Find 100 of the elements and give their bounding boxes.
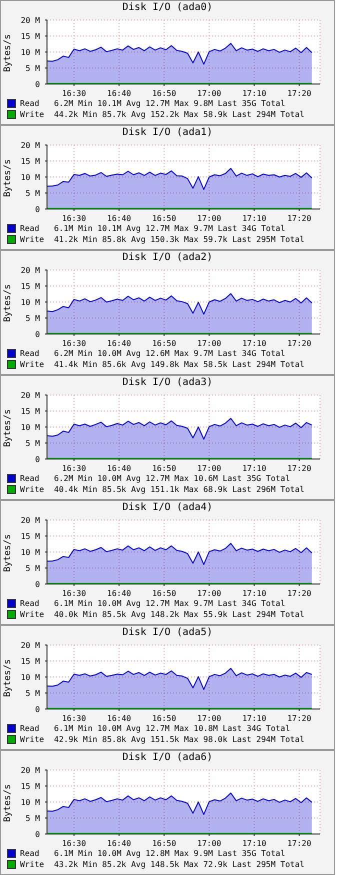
y-tick-label: 5 M	[26, 564, 40, 573]
text: 6.1M Min 10.0M Avg 12.7M Max 10.8M Last 34G Total	[54, 723, 290, 734]
y-tick-label: 0	[35, 580, 40, 589]
text: 44.2k Min 85.7k Avg 152.2k Max 58.9k Last 294M Total	[54, 109, 304, 120]
x-tick-label: 16:40	[107, 339, 132, 348]
chart-title: Disk I/O (ada5)	[121, 626, 214, 639]
text: 41.2k Min 85.8k Avg 150.3k Max 59.7k Last 295M Total	[54, 234, 304, 245]
y-tick-label: 5 M	[26, 189, 40, 198]
x-tick-label: 16:50	[152, 589, 176, 598]
text: 6.1M Min 10.0M Avg 12.7M Max 9.7M Last 34G Total	[54, 598, 286, 609]
x-tick-label: 17:20	[287, 839, 312, 848]
legend-label: Write	[20, 484, 46, 495]
text: 40.4k Min 85.5k Avg 151.1k Max 68.9k Last 296M Total	[54, 484, 304, 495]
x-tick-label: 16:50	[152, 89, 176, 98]
x-tick-label: 17:00	[197, 839, 222, 848]
x-tick-label: 17:20	[287, 714, 312, 723]
x-tick-label: 16:40	[107, 839, 132, 848]
y-tick-label: 0	[35, 205, 40, 214]
y-tick-label: 20 M	[20, 516, 40, 525]
y-tick-label: 10 M	[20, 798, 40, 807]
x-tick-label: 17:20	[287, 589, 312, 598]
y-tick-label: 5 M	[26, 64, 40, 73]
y-tick-label: 0	[35, 705, 40, 714]
x-tick-label: 16:40	[107, 589, 132, 598]
y-tick-label: 10 M	[20, 673, 40, 682]
y-tick-label: 5 M	[26, 814, 40, 823]
chart-title: Disk I/O (ada0)	[121, 1, 214, 14]
x-tick-label: 17:00	[197, 714, 222, 723]
legend-label: Write	[20, 859, 46, 870]
legend-label: Write	[20, 734, 46, 745]
x-tick-label: 17:00	[197, 214, 222, 223]
y-tick-label: 0	[35, 830, 40, 839]
x-tick-label: 17:10	[242, 839, 266, 848]
y-axis-title: Bytes/s	[3, 34, 14, 72]
y-tick-label: 10 M	[20, 48, 40, 57]
legend-label: Read	[20, 98, 40, 109]
x-tick-label: 17:10	[242, 714, 266, 723]
legend-label: Read	[20, 598, 40, 609]
legend-label: Read	[20, 473, 40, 484]
text: 6.1M Min 10.0M Avg 12.8M Max 9.9M Last 35G Total	[54, 848, 286, 859]
x-tick-label: 16:40	[107, 89, 132, 98]
y-tick-label: 15 M	[20, 407, 40, 416]
x-tick-label: 17:20	[287, 89, 312, 98]
y-tick-label: 20 M	[20, 766, 40, 775]
x-tick-label: 17:20	[287, 464, 312, 473]
y-tick-label: 5 M	[26, 439, 40, 448]
x-tick-label: 16:30	[62, 714, 86, 723]
y-axis-title: Bytes/s	[3, 159, 14, 197]
y-tick-label: 10 M	[20, 423, 40, 432]
y-tick-label: 0	[35, 330, 40, 339]
y-tick-label: 0	[35, 455, 40, 464]
x-tick-label: 17:10	[242, 464, 266, 473]
y-axis-title: Bytes/s	[3, 534, 14, 572]
y-tick-label: 15 M	[20, 282, 40, 291]
text: 6.2M Min 10.0M Avg 12.7M Max 10.6M Last 35G Total	[54, 473, 290, 484]
x-tick-label: 17:00	[197, 339, 222, 348]
chart-title: Disk I/O (ada3)	[121, 376, 214, 389]
x-tick-label: 17:20	[287, 339, 312, 348]
legend-label: Write	[20, 609, 46, 620]
chart-title: Disk I/O (ada6)	[121, 751, 214, 764]
text: 6.1M Min 10.1M Avg 12.7M Max 9.7M Last 34G Total	[54, 223, 286, 234]
x-tick-label: 16:30	[62, 839, 86, 848]
x-tick-label: 16:30	[62, 89, 86, 98]
x-tick-label: 17:00	[197, 89, 222, 98]
legend-label: Read	[20, 223, 40, 234]
y-tick-label: 10 M	[20, 173, 40, 182]
text: 43.2k Min 85.2k Avg 148.5k Max 72.9k Last 295M Total	[54, 859, 304, 870]
y-tick-label: 20 M	[20, 141, 40, 150]
x-tick-label: 16:30	[62, 464, 86, 473]
text: 6.2M Min 10.1M Avg 12.7M Max 9.8M Last 35G Total	[54, 98, 286, 109]
x-tick-label: 16:30	[62, 339, 86, 348]
text: 41.4k Min 85.6k Avg 149.8k Max 58.5k Last 294M Total	[54, 359, 304, 370]
text: 40.0k Min 85.5k Avg 148.2k Max 55.9k Last 294M Total	[54, 609, 304, 620]
x-tick-label: 17:10	[242, 339, 266, 348]
x-tick-label: 16:50	[152, 464, 176, 473]
x-tick-label: 16:50	[152, 214, 176, 223]
x-tick-label: 17:20	[287, 214, 312, 223]
chart-title: Disk I/O (ada4)	[121, 501, 214, 514]
y-tick-label: 20 M	[20, 641, 40, 650]
y-tick-label: 15 M	[20, 157, 40, 166]
y-axis-title: Bytes/s	[3, 784, 14, 822]
y-tick-label: 15 M	[20, 532, 40, 541]
legend-label: Read	[20, 848, 40, 859]
y-axis-title: Bytes/s	[3, 659, 14, 697]
legend-label: Read	[20, 348, 40, 359]
text: 6.2M Min 10.0M Avg 12.6M Max 9.7M Last 34G Total	[54, 348, 286, 359]
x-tick-label: 16:30	[62, 214, 86, 223]
x-tick-label: 16:50	[152, 339, 176, 348]
legend-label: Read	[20, 723, 40, 734]
x-tick-label: 17:00	[197, 589, 222, 598]
legend-label: Write	[20, 359, 46, 370]
text: 42.9k Min 85.8k Avg 151.5k Max 98.0k Last 294M Total	[54, 734, 304, 745]
y-tick-label: 15 M	[20, 782, 40, 791]
x-tick-label: 16:50	[152, 714, 176, 723]
x-tick-label: 17:00	[197, 464, 222, 473]
legend-label: Write	[20, 234, 46, 245]
x-tick-label: 17:10	[242, 89, 266, 98]
x-tick-label: 17:10	[242, 589, 266, 598]
y-axis-title: Bytes/s	[3, 409, 14, 447]
x-tick-label: 16:30	[62, 589, 86, 598]
